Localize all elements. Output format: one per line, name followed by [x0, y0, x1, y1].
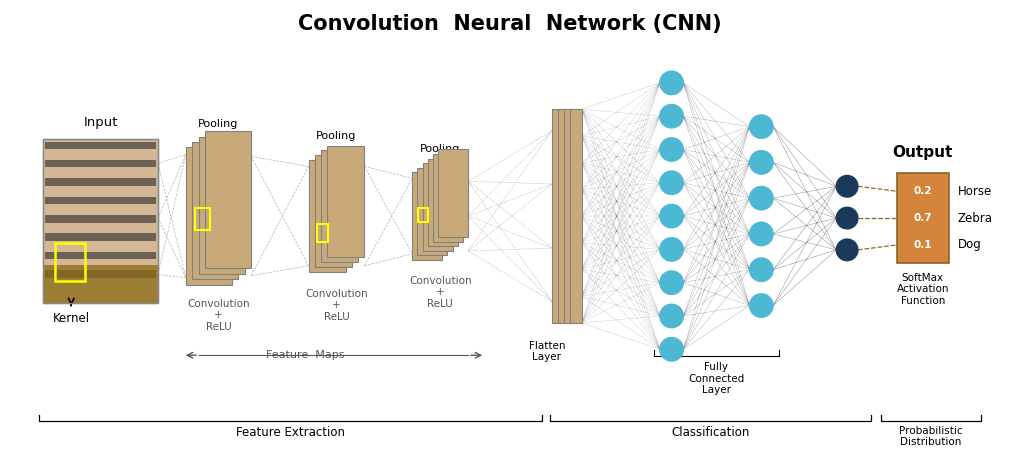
Bar	[45, 234, 156, 241]
Text: Output: Output	[893, 146, 953, 160]
Text: 0.7: 0.7	[913, 213, 932, 223]
Bar	[897, 173, 949, 263]
Bar	[321, 151, 358, 262]
Circle shape	[750, 294, 773, 317]
Text: Probabilistic
Distribution: Probabilistic Distribution	[899, 426, 963, 447]
Bar	[564, 109, 575, 323]
Text: Feature  Maps: Feature Maps	[266, 350, 345, 360]
Circle shape	[659, 171, 683, 195]
Bar	[206, 131, 251, 268]
Text: Convolution  Neural  Network (CNN): Convolution Neural Network (CNN)	[298, 14, 722, 34]
Bar	[308, 160, 346, 272]
Bar	[316, 224, 329, 242]
Bar	[45, 252, 156, 259]
Text: Pooling: Pooling	[316, 131, 356, 141]
Bar	[327, 146, 365, 257]
Text: Pooling: Pooling	[420, 144, 461, 154]
Text: Convolution
+
ReLU: Convolution + ReLU	[187, 299, 250, 332]
Text: Convolution
+
ReLU: Convolution + ReLU	[305, 289, 368, 322]
Circle shape	[659, 104, 683, 128]
Bar	[45, 215, 156, 223]
Bar	[433, 154, 463, 241]
Circle shape	[659, 138, 683, 161]
Text: Fully
Connected
Layer: Fully Connected Layer	[688, 362, 744, 395]
Circle shape	[750, 186, 773, 210]
Bar	[558, 109, 569, 323]
Text: Dog: Dog	[957, 239, 982, 251]
Text: Input: Input	[83, 115, 118, 129]
Bar	[43, 139, 158, 303]
Circle shape	[659, 204, 683, 228]
Text: 0.1: 0.1	[913, 240, 932, 250]
Bar	[418, 208, 428, 222]
Circle shape	[837, 239, 858, 261]
Bar	[193, 142, 239, 279]
Bar	[45, 270, 156, 278]
Circle shape	[750, 222, 773, 245]
Circle shape	[750, 115, 773, 138]
Bar	[438, 149, 468, 237]
Circle shape	[659, 338, 683, 361]
Text: SoftMax
Activation
Function: SoftMax Activation Function	[897, 273, 949, 306]
Bar	[314, 155, 352, 267]
Bar	[186, 147, 231, 285]
Bar	[199, 136, 245, 274]
Bar	[43, 139, 158, 303]
Circle shape	[659, 238, 683, 261]
Bar	[569, 109, 582, 323]
Text: Kernel: Kernel	[52, 312, 90, 326]
Bar	[45, 178, 156, 186]
Circle shape	[750, 258, 773, 282]
Circle shape	[837, 207, 858, 229]
Circle shape	[659, 271, 683, 294]
Bar	[195, 208, 210, 230]
Circle shape	[837, 175, 858, 197]
Text: 0.2: 0.2	[913, 186, 932, 196]
Bar	[55, 243, 85, 281]
Text: Zebra: Zebra	[957, 212, 993, 224]
Bar	[428, 158, 458, 246]
Bar	[423, 163, 453, 251]
Circle shape	[659, 304, 683, 327]
Bar	[45, 142, 156, 149]
Text: Classification: Classification	[672, 426, 750, 439]
Bar	[45, 196, 156, 204]
Bar	[43, 265, 158, 303]
Text: Pooling: Pooling	[199, 119, 239, 129]
Circle shape	[659, 71, 683, 95]
Text: Feature Extraction: Feature Extraction	[237, 426, 345, 439]
Circle shape	[750, 151, 773, 174]
Bar	[45, 160, 156, 167]
Text: Horse: Horse	[957, 185, 992, 198]
Bar	[418, 168, 447, 255]
Bar	[413, 172, 442, 260]
Text: Convolution
+
ReLU: Convolution + ReLU	[409, 276, 471, 309]
Bar	[552, 109, 564, 323]
Text: Flatten
Layer: Flatten Layer	[528, 341, 565, 362]
